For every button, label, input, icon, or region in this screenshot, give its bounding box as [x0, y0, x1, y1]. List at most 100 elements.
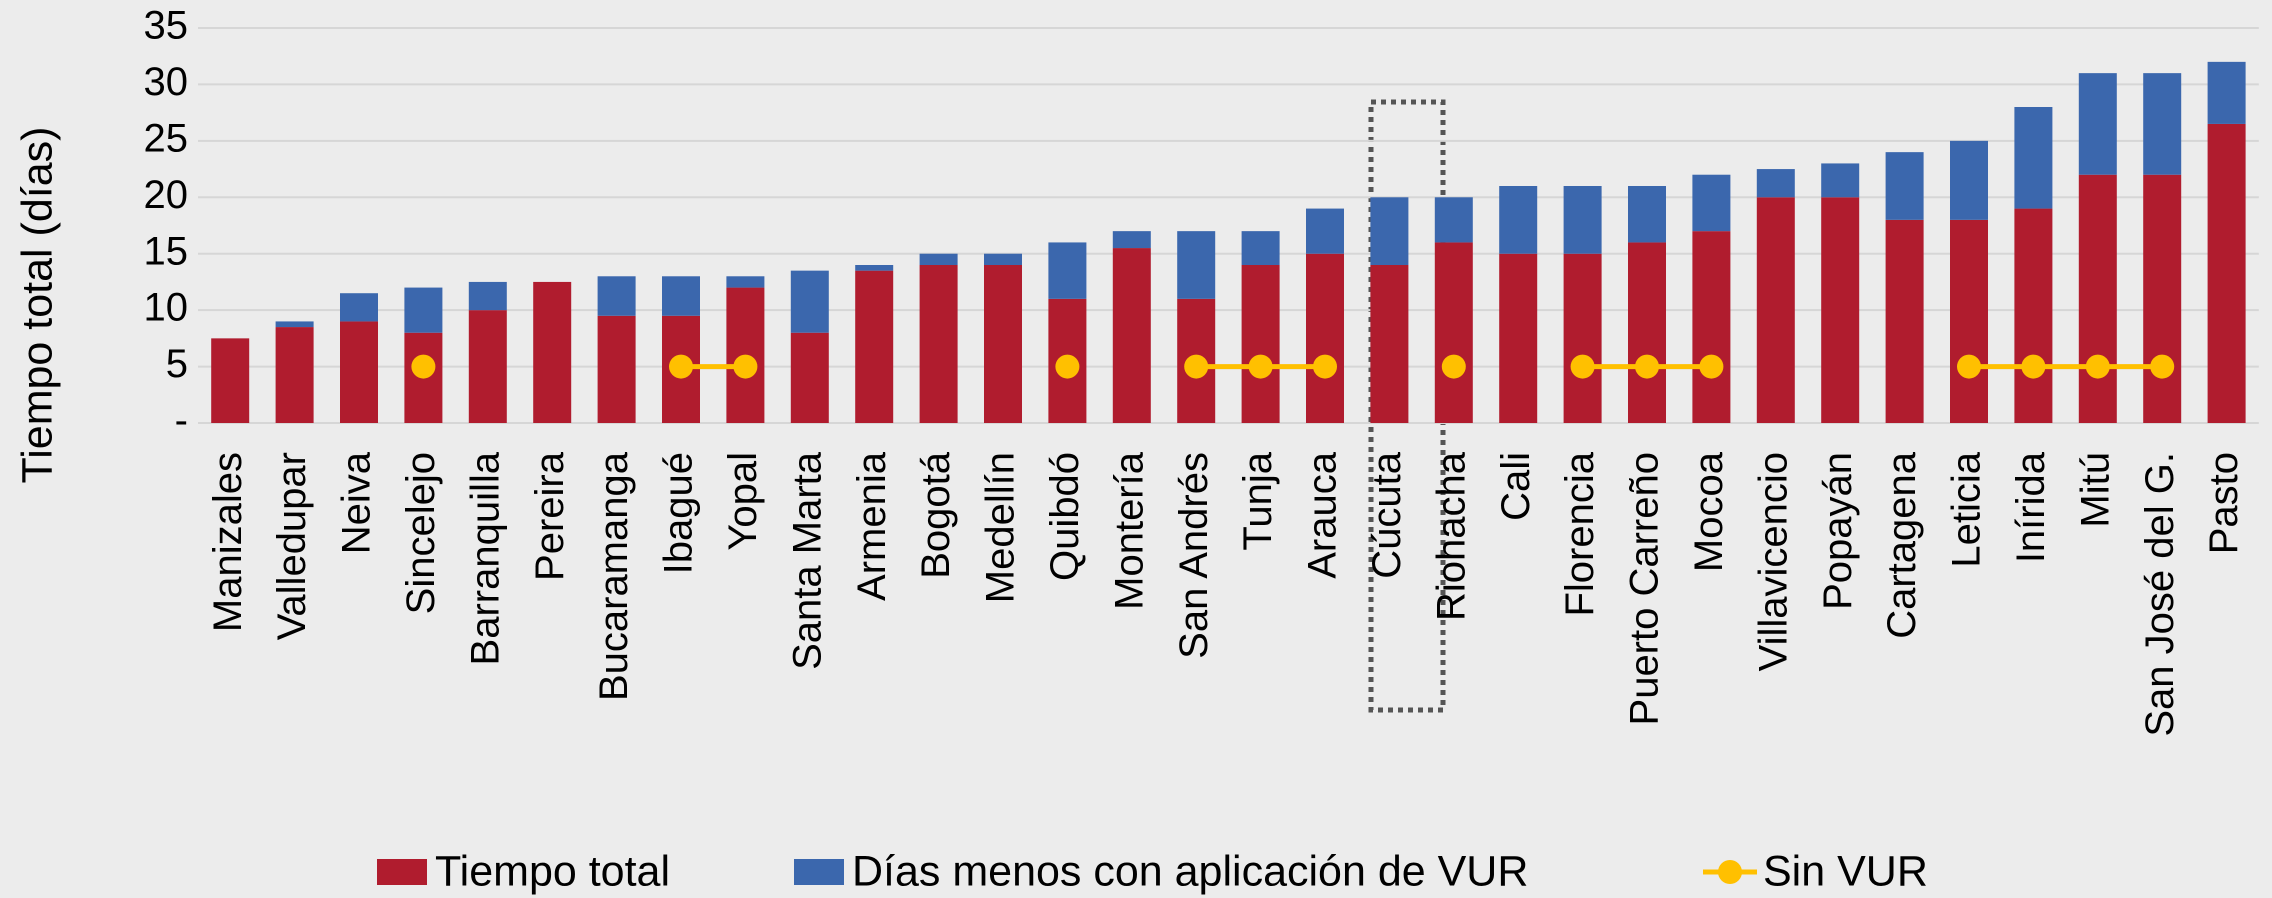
x-tick-label: Santa Marta: [785, 451, 829, 670]
bar-segment: [1821, 197, 1860, 423]
y-tick-label: 25: [144, 116, 189, 160]
x-tick-label: Manizales: [206, 452, 250, 632]
line-marker: [1184, 354, 1209, 379]
bar-segment: [984, 253, 1022, 265]
line-marker: [1570, 354, 1595, 379]
y-tick-label: 5: [166, 342, 188, 386]
bar-segment: [1241, 265, 1280, 423]
bar-segment: [726, 276, 765, 288]
bar-segment: [855, 270, 894, 423]
x-tick-label: Popayán: [1816, 452, 1860, 610]
line-marker: [1635, 354, 1659, 379]
x-tick-label: Arauca: [1301, 451, 1345, 578]
y-tick-label: 20: [144, 173, 189, 217]
y-tick-label: 10: [144, 286, 189, 330]
bar-segment: [1306, 253, 1344, 423]
line-marker: [1313, 354, 1337, 379]
line-marker: [1441, 354, 1466, 379]
bar-segment: [1370, 265, 1409, 423]
x-tick-label: Pasto: [2202, 452, 2246, 554]
line-marker: [2150, 354, 2175, 379]
line-marker: [733, 354, 758, 379]
bar-segment: [1756, 169, 1795, 198]
bar-segment: [2207, 123, 2246, 423]
legend-label: Sin VUR: [1763, 847, 1928, 895]
x-tick-label: Cúcuta: [1365, 451, 1409, 578]
x-tick-label: San Andrés: [1172, 452, 1216, 659]
bar-segment: [1112, 231, 1151, 249]
x-tick-label: Florencia: [1558, 451, 1602, 616]
bar-segment: [533, 281, 572, 423]
bar-segment: [1499, 253, 1538, 423]
x-tick-label: Armenia: [850, 451, 894, 601]
bar-segment: [662, 276, 700, 316]
bar-segment: [211, 338, 250, 423]
bar-segment: [2207, 61, 2246, 124]
bar-segment: [1434, 242, 1473, 423]
y-tick-label: 15: [144, 229, 189, 273]
legend-marker: [1718, 860, 1742, 884]
x-tick-label: Barranquilla: [463, 451, 507, 665]
x-tick-label: Mocoa: [1687, 451, 1731, 572]
legend-label: Días menos con aplicación de VUR: [852, 847, 1528, 895]
bar-segment: [275, 321, 314, 328]
x-tick-label: San José del G.: [2138, 452, 2182, 737]
line-marker: [669, 354, 693, 379]
bar-segment: [275, 327, 314, 423]
bar-segment: [2143, 174, 2182, 423]
x-tick-label: Leticia: [1945, 451, 1989, 567]
bar-segment: [919, 253, 958, 265]
x-tick-label: Pereira: [528, 451, 572, 581]
x-tick-label: Cartagena: [1880, 451, 1924, 639]
y-tick-label: -: [175, 399, 188, 443]
line-marker: [1248, 354, 1273, 379]
bar-segment: [1434, 197, 1473, 243]
x-tick-label: Neiva: [335, 451, 379, 554]
x-tick-label: Quibdó: [1043, 452, 1087, 581]
bar-segment: [1112, 248, 1151, 423]
x-tick-label: Villavicencio: [1751, 452, 1795, 671]
x-tick-label: Sincelejo: [399, 452, 443, 614]
y-axis-title: Tiempo total (días): [13, 127, 61, 484]
bar-segment: [1177, 231, 1216, 299]
bar-segment: [1563, 253, 1602, 423]
bar-segment: [1950, 140, 1988, 220]
x-tick-label: Cali: [1494, 452, 1538, 521]
bar-segment: [1885, 219, 1924, 423]
bar-segment: [1048, 242, 1087, 299]
x-tick-label: Yopal: [721, 452, 765, 551]
line-marker: [2085, 354, 2110, 379]
bar-segment: [919, 265, 958, 423]
x-tick-label: Tunja: [1236, 451, 1280, 550]
x-tick-label: Bucaramanga: [592, 451, 636, 701]
bar-segment: [404, 287, 443, 333]
bar-segment: [2078, 73, 2117, 175]
y-tick-label: 35: [144, 4, 189, 48]
line-marker: [1699, 354, 1724, 379]
bar-segment: [1306, 208, 1344, 254]
bar-segment: [1241, 231, 1280, 265]
bar-segment: [1756, 197, 1795, 423]
bar-segment: [2143, 73, 2182, 175]
line-marker: [411, 354, 436, 379]
bar-segment: [340, 321, 378, 423]
x-tick-label: Puerto Carreño: [1623, 452, 1667, 725]
x-tick-label: Riohacha: [1429, 451, 1473, 621]
bar-segment: [340, 293, 378, 322]
bar-segment: [1499, 186, 1538, 254]
bar-segment: [1563, 186, 1602, 254]
bar-segment: [790, 270, 829, 333]
bar-segment: [468, 310, 507, 423]
bar-segment: [597, 315, 636, 423]
bar-segment: [1692, 174, 1731, 232]
bar-segment: [468, 281, 507, 311]
line-marker: [1957, 354, 1981, 379]
bar-segment: [2014, 208, 2053, 423]
bar-segment: [1821, 163, 1860, 198]
legend-label: Tiempo total: [435, 847, 670, 895]
bar-segment: [597, 276, 636, 316]
x-tick-label: Valledupar: [270, 452, 314, 640]
legend-swatch: [377, 859, 427, 885]
bar-segment: [855, 265, 894, 271]
